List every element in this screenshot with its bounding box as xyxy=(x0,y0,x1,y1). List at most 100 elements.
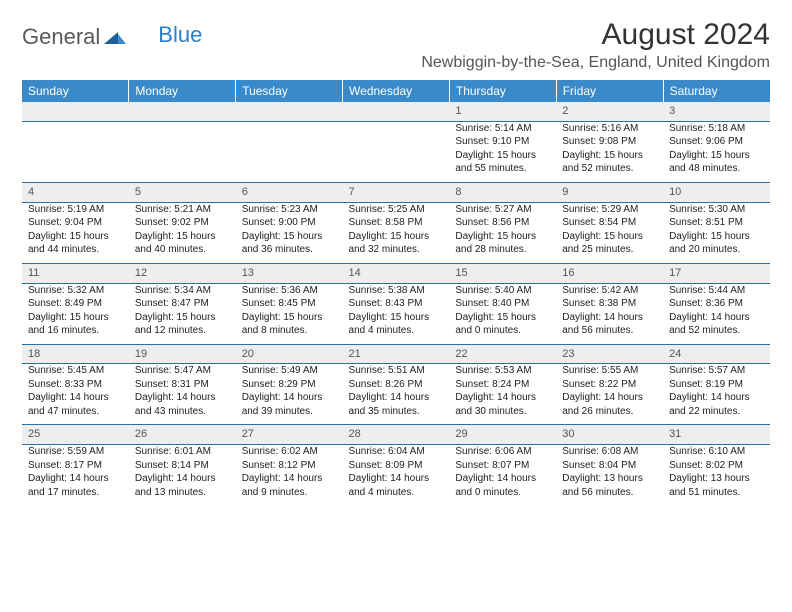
daylight-text: Daylight: 13 hours and 51 minutes. xyxy=(669,472,764,499)
sunrise-text: Sunrise: 5:36 AM xyxy=(242,284,337,298)
sunrise-text: Sunrise: 6:01 AM xyxy=(135,445,230,459)
day-info: Sunrise: 6:08 AMSunset: 8:04 PMDaylight:… xyxy=(562,445,657,499)
day-info-row: Sunrise: 5:45 AMSunset: 8:33 PMDaylight:… xyxy=(22,364,770,425)
day-number-row: 18192021222324 xyxy=(22,344,770,364)
day-cell: Sunrise: 5:44 AMSunset: 8:36 PMDaylight:… xyxy=(663,283,770,344)
day-cell xyxy=(22,121,129,182)
sunrise-text: Sunrise: 6:10 AM xyxy=(669,445,764,459)
day-info: Sunrise: 6:02 AMSunset: 8:12 PMDaylight:… xyxy=(242,445,337,499)
daylight-text: Daylight: 14 hours and 17 minutes. xyxy=(28,472,123,499)
day-header: Thursday xyxy=(449,80,556,102)
sunset-text: Sunset: 8:19 PM xyxy=(669,378,764,392)
sunrise-text: Sunrise: 5:21 AM xyxy=(135,203,230,217)
sunrise-text: Sunrise: 5:53 AM xyxy=(455,364,550,378)
brand-part2: Blue xyxy=(158,22,202,48)
day-info: Sunrise: 5:18 AMSunset: 9:06 PMDaylight:… xyxy=(669,122,764,176)
day-info: Sunrise: 5:32 AMSunset: 8:49 PMDaylight:… xyxy=(28,284,123,338)
day-cell: Sunrise: 5:23 AMSunset: 9:00 PMDaylight:… xyxy=(236,202,343,263)
day-number: 21 xyxy=(343,344,450,364)
sunset-text: Sunset: 9:04 PM xyxy=(28,216,123,230)
day-cell: Sunrise: 6:08 AMSunset: 8:04 PMDaylight:… xyxy=(556,445,663,506)
day-header: Saturday xyxy=(663,80,770,102)
day-info-row: Sunrise: 5:59 AMSunset: 8:17 PMDaylight:… xyxy=(22,445,770,506)
daylight-text: Daylight: 14 hours and 43 minutes. xyxy=(135,391,230,418)
day-number: 14 xyxy=(343,263,450,283)
day-cell: Sunrise: 5:49 AMSunset: 8:29 PMDaylight:… xyxy=(236,364,343,425)
day-cell: Sunrise: 5:57 AMSunset: 8:19 PMDaylight:… xyxy=(663,364,770,425)
day-info: Sunrise: 5:34 AMSunset: 8:47 PMDaylight:… xyxy=(135,284,230,338)
day-info: Sunrise: 5:25 AMSunset: 8:58 PMDaylight:… xyxy=(349,203,444,257)
day-info: Sunrise: 5:59 AMSunset: 8:17 PMDaylight:… xyxy=(28,445,123,499)
day-cell: Sunrise: 5:40 AMSunset: 8:40 PMDaylight:… xyxy=(449,283,556,344)
day-cell: Sunrise: 5:18 AMSunset: 9:06 PMDaylight:… xyxy=(663,121,770,182)
sunrise-text: Sunrise: 5:40 AM xyxy=(455,284,550,298)
day-number-row: 25262728293031 xyxy=(22,425,770,445)
sunrise-text: Sunrise: 5:30 AM xyxy=(669,203,764,217)
daylight-text: Daylight: 15 hours and 40 minutes. xyxy=(135,230,230,257)
day-number: 15 xyxy=(449,263,556,283)
sunset-text: Sunset: 8:58 PM xyxy=(349,216,444,230)
sunset-text: Sunset: 8:29 PM xyxy=(242,378,337,392)
sunset-text: Sunset: 8:33 PM xyxy=(28,378,123,392)
day-info-row: Sunrise: 5:14 AMSunset: 9:10 PMDaylight:… xyxy=(22,121,770,182)
sunset-text: Sunset: 8:38 PM xyxy=(562,297,657,311)
sunset-text: Sunset: 8:14 PM xyxy=(135,459,230,473)
day-number xyxy=(343,102,450,121)
day-header: Sunday xyxy=(22,80,129,102)
day-info: Sunrise: 5:57 AMSunset: 8:19 PMDaylight:… xyxy=(669,364,764,418)
daylight-text: Daylight: 14 hours and 0 minutes. xyxy=(455,472,550,499)
day-number: 6 xyxy=(236,182,343,202)
day-number: 24 xyxy=(663,344,770,364)
day-number: 25 xyxy=(22,425,129,445)
brand-part1: General xyxy=(22,24,100,50)
daylight-text: Daylight: 15 hours and 55 minutes. xyxy=(455,149,550,176)
day-info: Sunrise: 5:36 AMSunset: 8:45 PMDaylight:… xyxy=(242,284,337,338)
sunset-text: Sunset: 8:54 PM xyxy=(562,216,657,230)
sunset-text: Sunset: 8:22 PM xyxy=(562,378,657,392)
day-cell: Sunrise: 5:47 AMSunset: 8:31 PMDaylight:… xyxy=(129,364,236,425)
day-info: Sunrise: 5:30 AMSunset: 8:51 PMDaylight:… xyxy=(669,203,764,257)
sunrise-text: Sunrise: 6:04 AM xyxy=(349,445,444,459)
sunset-text: Sunset: 8:56 PM xyxy=(455,216,550,230)
sunset-text: Sunset: 8:51 PM xyxy=(669,216,764,230)
day-number xyxy=(22,102,129,121)
sunrise-text: Sunrise: 5:19 AM xyxy=(28,203,123,217)
day-cell: Sunrise: 6:02 AMSunset: 8:12 PMDaylight:… xyxy=(236,445,343,506)
day-cell xyxy=(236,121,343,182)
sunrise-text: Sunrise: 5:18 AM xyxy=(669,122,764,136)
sunset-text: Sunset: 9:10 PM xyxy=(455,135,550,149)
sunset-text: Sunset: 8:09 PM xyxy=(349,459,444,473)
day-info: Sunrise: 5:16 AMSunset: 9:08 PMDaylight:… xyxy=(562,122,657,176)
day-number: 19 xyxy=(129,344,236,364)
day-number: 17 xyxy=(663,263,770,283)
day-cell: Sunrise: 6:06 AMSunset: 8:07 PMDaylight:… xyxy=(449,445,556,506)
sunrise-text: Sunrise: 5:57 AM xyxy=(669,364,764,378)
day-cell xyxy=(129,121,236,182)
day-number: 5 xyxy=(129,182,236,202)
day-cell: Sunrise: 6:10 AMSunset: 8:02 PMDaylight:… xyxy=(663,445,770,506)
daylight-text: Daylight: 14 hours and 26 minutes. xyxy=(562,391,657,418)
day-info: Sunrise: 6:04 AMSunset: 8:09 PMDaylight:… xyxy=(349,445,444,499)
daylight-text: Daylight: 14 hours and 35 minutes. xyxy=(349,391,444,418)
day-number: 30 xyxy=(556,425,663,445)
day-number xyxy=(236,102,343,121)
sunrise-text: Sunrise: 5:32 AM xyxy=(28,284,123,298)
daylight-text: Daylight: 15 hours and 12 minutes. xyxy=(135,311,230,338)
sunrise-text: Sunrise: 6:06 AM xyxy=(455,445,550,459)
sunrise-text: Sunrise: 5:51 AM xyxy=(349,364,444,378)
day-info: Sunrise: 6:01 AMSunset: 8:14 PMDaylight:… xyxy=(135,445,230,499)
day-number: 9 xyxy=(556,182,663,202)
calendar-table: SundayMondayTuesdayWednesdayThursdayFrid… xyxy=(22,80,770,505)
daylight-text: Daylight: 15 hours and 8 minutes. xyxy=(242,311,337,338)
daylight-text: Daylight: 14 hours and 39 minutes. xyxy=(242,391,337,418)
day-header: Friday xyxy=(556,80,663,102)
calendar-body: 123Sunrise: 5:14 AMSunset: 9:10 PMDaylig… xyxy=(22,102,770,505)
sunset-text: Sunset: 8:49 PM xyxy=(28,297,123,311)
sunrise-text: Sunrise: 5:23 AM xyxy=(242,203,337,217)
day-info: Sunrise: 5:14 AMSunset: 9:10 PMDaylight:… xyxy=(455,122,550,176)
daylight-text: Daylight: 15 hours and 20 minutes. xyxy=(669,230,764,257)
day-number: 1 xyxy=(449,102,556,121)
day-number: 31 xyxy=(663,425,770,445)
daylight-text: Daylight: 14 hours and 47 minutes. xyxy=(28,391,123,418)
day-number: 4 xyxy=(22,182,129,202)
